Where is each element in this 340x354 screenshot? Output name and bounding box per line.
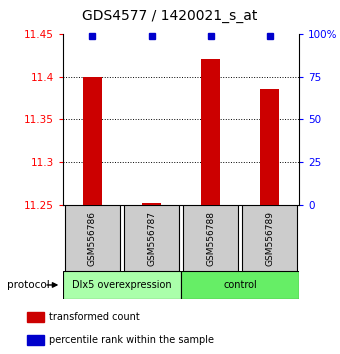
Bar: [65, 205, 120, 271]
Text: control: control: [223, 280, 257, 290]
Bar: [27, 335, 44, 346]
Bar: [260, 90, 279, 205]
Bar: [183, 205, 238, 271]
Text: Dlx5 overexpression: Dlx5 overexpression: [72, 280, 172, 290]
Text: GSM556789: GSM556789: [265, 211, 274, 266]
Text: GSM556787: GSM556787: [147, 211, 156, 266]
Text: GDS4577 / 1420021_s_at: GDS4577 / 1420021_s_at: [82, 9, 258, 23]
Bar: [181, 271, 299, 299]
Bar: [142, 203, 161, 205]
Text: GSM556788: GSM556788: [206, 211, 215, 266]
Bar: [201, 59, 220, 205]
Bar: [124, 205, 179, 271]
Bar: [83, 76, 102, 205]
Text: GSM556786: GSM556786: [88, 211, 97, 266]
Bar: [27, 312, 44, 322]
Text: percentile rank within the sample: percentile rank within the sample: [49, 335, 214, 346]
Bar: [242, 205, 298, 271]
Bar: [63, 271, 181, 299]
Text: protocol: protocol: [7, 280, 50, 290]
Text: transformed count: transformed count: [49, 312, 139, 322]
